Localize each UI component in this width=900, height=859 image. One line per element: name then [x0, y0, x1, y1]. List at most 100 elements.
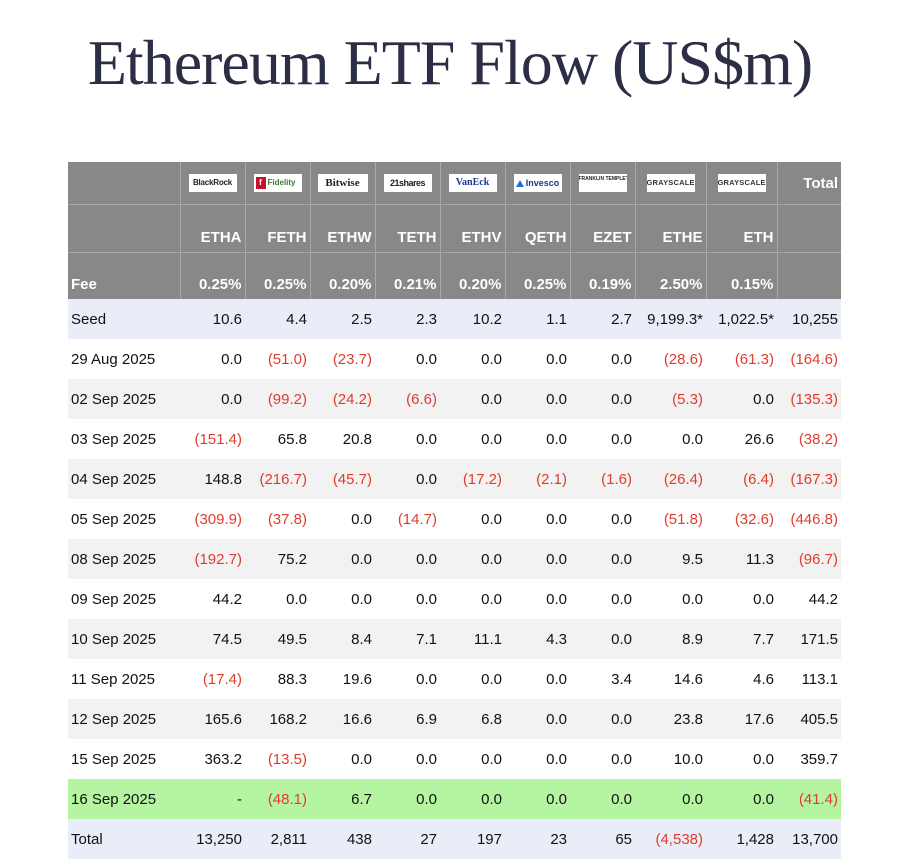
- table-cell: (17.4): [180, 659, 245, 699]
- table-cell: 0.0: [440, 579, 505, 619]
- table-cell: 0.0: [440, 739, 505, 779]
- table-cell: 0.0: [505, 539, 570, 579]
- table-cell: 9,199.3*: [635, 299, 706, 339]
- table-cell: 0.0: [180, 379, 245, 419]
- table-cell: 1,022.5*: [706, 299, 777, 339]
- logo-cell-grayscale-eth: GRAYSCALE: [705, 162, 777, 205]
- fidelity-logo: f Fidelity: [253, 174, 302, 193]
- table-cell: 10.6: [180, 299, 245, 339]
- table-cell: 2,811: [245, 819, 310, 859]
- row-label: 09 Sep 2025: [68, 579, 180, 619]
- table-row: 15 Sep 2025 363.2 (13.5) 0.0 0.0 0.0 0.0 0.0 10.…: [68, 739, 841, 779]
- table-cell: 75.2: [245, 539, 310, 579]
- table-cell: 23.8: [635, 699, 706, 739]
- table-cell: 88.3: [245, 659, 310, 699]
- fee-ezet: 0.19%: [569, 252, 635, 299]
- row-label: 02 Sep 2025: [68, 379, 180, 419]
- fee-ethw: 0.20%: [309, 252, 375, 299]
- table-cell: (38.2): [777, 419, 841, 459]
- table-cell: 26.6: [706, 419, 777, 459]
- grayscale-logo: GRAYSCALE: [646, 174, 695, 193]
- table-row: 05 Sep 2025 (309.9) (37.8) 0.0 (14.7) 0.0 0.0 0…: [68, 499, 841, 539]
- table-cell: 405.5: [777, 699, 841, 739]
- table-cell: 44.2: [180, 579, 245, 619]
- table-cell: 168.2: [245, 699, 310, 739]
- table-cell: (309.9): [180, 499, 245, 539]
- table-row: Seed 10.6 4.4 2.5 2.3 10.2 1.1 2.7 9,199.3* 1,022…: [68, 299, 841, 339]
- logo-cell-franklin: FRANKLIN TEMPLETON: [569, 162, 635, 205]
- table-cell: (61.3): [706, 339, 777, 379]
- ticker-ethv: ETHV: [439, 204, 505, 253]
- fidelity-logo-text: Fidelity: [267, 178, 296, 188]
- table-cell: (446.8): [777, 499, 841, 539]
- fee-eth: 0.15%: [705, 252, 777, 299]
- table-cell: 17.6: [706, 699, 777, 739]
- row-label: 08 Sep 2025: [68, 539, 180, 579]
- table-row: Total 13,250 2,811 438 27 197 23 65 (4,538) 1,428…: [68, 819, 841, 859]
- table-row: 04 Sep 2025 148.8 (216.7) (45.7) 0.0 (17.2) (2…: [68, 459, 841, 499]
- table-cell: 14.6: [635, 659, 706, 699]
- table-cell: 9.5: [635, 539, 706, 579]
- table-cell: 0.0: [505, 779, 570, 819]
- fee-ethv: 0.20%: [439, 252, 505, 299]
- table-cell: 4.3: [505, 619, 570, 659]
- logo-row: BlackRock f Fidelity Bitwise 21shares Van…: [68, 162, 841, 205]
- table-cell: (48.1): [245, 779, 310, 819]
- table-cell: 0.0: [440, 499, 505, 539]
- table-cell: 11.1: [440, 619, 505, 659]
- fee-etha: 0.25%: [179, 252, 245, 299]
- table-cell: 0.0: [505, 699, 570, 739]
- fee-qeth: 0.25%: [504, 252, 570, 299]
- table-cell: 0.0: [375, 459, 440, 499]
- table-cell: 1.1: [505, 299, 570, 339]
- table-cell: (216.7): [245, 459, 310, 499]
- etf-flow-table: BlackRock f Fidelity Bitwise 21shares Van…: [68, 162, 841, 859]
- table-cell: 0.0: [440, 659, 505, 699]
- table-cell: (135.3): [777, 379, 841, 419]
- table-cell: 438: [310, 819, 375, 859]
- table-cell: 8.9: [635, 619, 706, 659]
- row-label: 10 Sep 2025: [68, 619, 180, 659]
- table-cell: 74.5: [180, 619, 245, 659]
- fee-total: [776, 252, 841, 299]
- logo-cell-bitwise: Bitwise: [309, 162, 375, 205]
- table-row: 03 Sep 2025 (151.4) 65.8 20.8 0.0 0.0 0.0 0.0 0.…: [68, 419, 841, 459]
- table-cell: 0.0: [310, 539, 375, 579]
- table-cell: 65: [570, 819, 635, 859]
- fee-feth: 0.25%: [244, 252, 310, 299]
- table-cell: 2.3: [375, 299, 440, 339]
- table-cell: 0.0: [375, 659, 440, 699]
- table-cell: 359.7: [777, 739, 841, 779]
- table-cell: 0.0: [440, 339, 505, 379]
- table-cell: (151.4): [180, 419, 245, 459]
- table-cell: 0.0: [505, 339, 570, 379]
- table-cell: 0.0: [706, 379, 777, 419]
- table-cell: 197: [440, 819, 505, 859]
- fee-ethe: 2.50%: [634, 252, 706, 299]
- table-cell: 8.4: [310, 619, 375, 659]
- table-cell: 0.0: [310, 499, 375, 539]
- table-cell: 0.0: [245, 579, 310, 619]
- table-cell: 0.0: [375, 579, 440, 619]
- blackrock-logo: BlackRock: [188, 174, 237, 193]
- fee-label: Fee: [68, 252, 180, 299]
- table-cell: 148.8: [180, 459, 245, 499]
- table-cell: (96.7): [777, 539, 841, 579]
- table-cell: 11.3: [706, 539, 777, 579]
- table-cell: 13,700: [777, 819, 841, 859]
- table-cell: 10,255: [777, 299, 841, 339]
- row-label: 15 Sep 2025: [68, 739, 180, 779]
- table-cell: 4.6: [706, 659, 777, 699]
- table-cell: 0.0: [570, 499, 635, 539]
- logo-cell-vaneck: VanEck: [439, 162, 505, 205]
- table-cell: (26.4): [635, 459, 706, 499]
- table-cell: 0.0: [570, 739, 635, 779]
- row-label: Total: [68, 819, 180, 859]
- table-cell: 171.5: [777, 619, 841, 659]
- table-cell: (164.6): [777, 339, 841, 379]
- ticker-row-empty-cell: [68, 204, 180, 253]
- table-cell: (28.6): [635, 339, 706, 379]
- table-row: 09 Sep 2025 44.2 0.0 0.0 0.0 0.0 0.0 0.0 0.0 0.0 4…: [68, 579, 841, 619]
- row-label: 04 Sep 2025: [68, 459, 180, 499]
- table-cell: 3.4: [570, 659, 635, 699]
